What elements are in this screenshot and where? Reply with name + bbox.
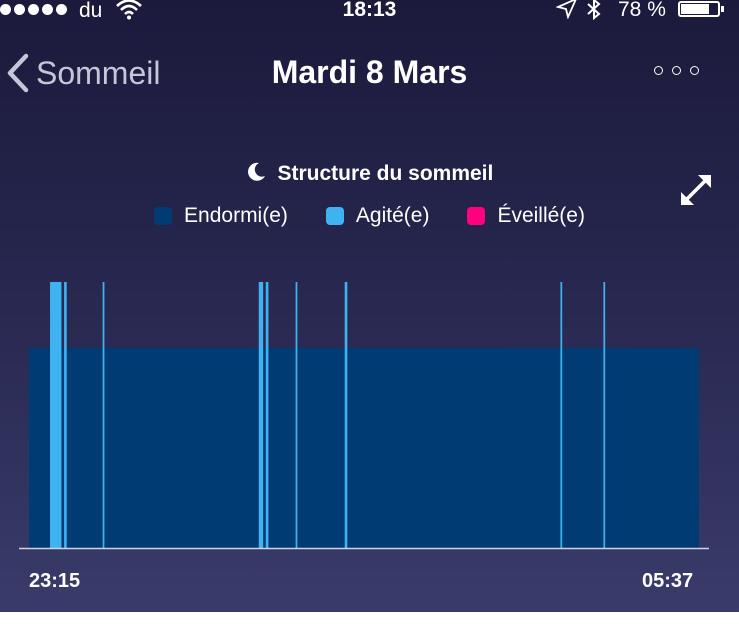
- location-arrow-icon: [555, 0, 578, 25]
- carrier-name: du: [79, 0, 103, 22]
- legend-item-restless: Agité(e): [325, 204, 430, 228]
- battery-icon: [678, 1, 720, 17]
- restless-bar: [295, 282, 298, 548]
- expand-icon[interactable]: [676, 170, 716, 210]
- legend-label: Endormi(e): [184, 204, 288, 227]
- moon-icon: [247, 162, 265, 181]
- legend-label: Éveillé(e): [497, 204, 585, 227]
- signal-strength-icon: [0, 4, 67, 15]
- battery-percentage: 78 %: [618, 0, 666, 21]
- chart-title: Structure du sommeil: [0, 162, 739, 186]
- legend-swatch: [467, 207, 486, 225]
- asleep-bar: [29, 348, 699, 548]
- legend-item-asleep: Endormi(e): [154, 204, 288, 228]
- restless-bar: [560, 282, 563, 548]
- chevron-left-icon: [7, 53, 29, 93]
- status-bar: du 18:13 78 %: [0, 0, 739, 26]
- legend-swatch: [325, 207, 344, 225]
- chart-title-text: Structure du sommeil: [277, 162, 494, 185]
- restless-bar: [102, 282, 105, 548]
- x-axis-end-label: 05:37: [642, 570, 694, 592]
- x-axis-start-label: 23:15: [29, 570, 81, 592]
- back-button-label: Sommeil: [36, 54, 161, 91]
- battery-fill: [681, 4, 710, 14]
- restless-bar: [344, 282, 348, 548]
- restless-bar: [603, 282, 606, 548]
- sleep-structure-chart[interactable]: [0, 240, 739, 560]
- restless-bar: [50, 282, 62, 548]
- bluetooth-icon: [585, 0, 603, 27]
- restless-bar: [258, 282, 264, 548]
- wifi-icon: [116, 0, 142, 26]
- page-title: Mardi 8 Mars: [271, 54, 468, 90]
- legend-item-awake: Éveillé(e): [467, 204, 585, 228]
- back-button[interactable]: Sommeil: [6, 53, 160, 93]
- restless-bar: [265, 282, 269, 548]
- status-time: 18:13: [342, 0, 397, 21]
- chart-legend: Endormi(e) Agité(e) Éveillé(e): [0, 204, 739, 228]
- more-options-icon[interactable]: [654, 66, 699, 75]
- restless-bar: [64, 282, 67, 548]
- legend-label: Agité(e): [355, 204, 430, 227]
- battery-tip: [721, 6, 724, 12]
- navigation-bar: Sommeil Mardi 8 Mars: [0, 40, 739, 104]
- bottom-edge: [0, 612, 739, 633]
- legend-swatch: [154, 207, 173, 225]
